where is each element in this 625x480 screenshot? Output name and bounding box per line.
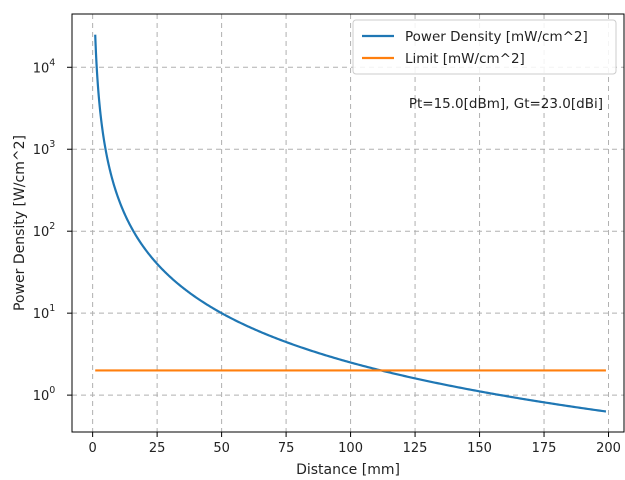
y-tick-label: 102 (33, 221, 56, 240)
y-axis-label: Power Density [W/cm^2] (12, 135, 28, 311)
x-tick-label: 200 (596, 441, 621, 456)
x-tick-label: 150 (467, 441, 492, 456)
y-tick-label: 104 (33, 57, 56, 76)
plot-frame (71, 13, 625, 433)
x-tick-label: 25 (149, 441, 166, 456)
x-tick-label: 175 (532, 441, 557, 456)
x-tick-label: 125 (403, 441, 428, 456)
annotation: Pt=15.0[dBm], Gt=23.0[dBi] (409, 96, 603, 112)
x-tick-label: 0 (88, 441, 96, 456)
y-tick-label: 103 (33, 139, 56, 158)
x-tick-label: 75 (278, 441, 295, 456)
legend-label-limit: Limit [mW/cm^2] (405, 51, 525, 67)
legend-box (352, 19, 617, 75)
legend: Power Density [mW/cm^2] Limit [mW/cm^2] (352, 19, 617, 75)
ticks: 0 25 50 75 100 125 150 175 200 100 101 102 103 104 (33, 57, 621, 456)
y-tick-label: 101 (33, 303, 56, 322)
series-line-0 (94, 34, 607, 413)
x-tick-label: 50 (213, 441, 230, 456)
legend-label-power-density: Power Density [mW/cm^2] (405, 29, 588, 45)
x-tick-label: 100 (338, 441, 363, 456)
grid (72, 14, 624, 432)
y-tick-label: 100 (33, 385, 56, 404)
x-axis-label: Distance [mm] (296, 462, 400, 478)
series-layer (94, 34, 607, 413)
